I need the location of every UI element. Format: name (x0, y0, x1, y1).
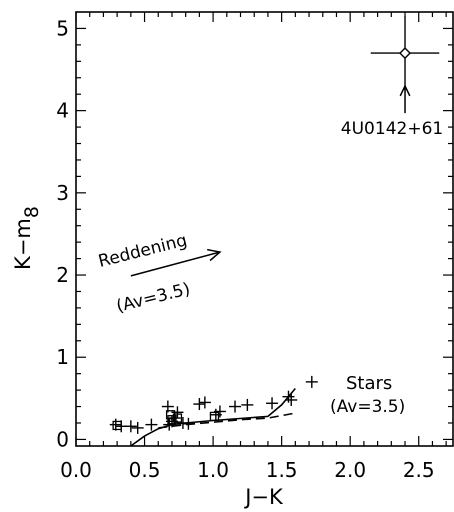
stars-label: Stars (346, 373, 392, 394)
source-arrow (399, 84, 411, 114)
x-tick-labels: 0.0 0.5 1.0 1.5 2.0 2.5 (60, 458, 435, 482)
axis-ticks (75, 12, 453, 446)
plus-marker (282, 390, 295, 403)
y-axis-label-subscript: 8 (21, 206, 43, 218)
x-tick-label: 1.0 (197, 458, 229, 482)
plus-marker (198, 396, 211, 409)
x-axis-label: J−K (243, 485, 284, 509)
arrows (130, 84, 411, 277)
plus-marker (305, 375, 318, 388)
plus-marker (266, 397, 279, 410)
source-marker (399, 47, 412, 60)
reddening-text: Reddening (96, 231, 189, 272)
x-tick-label: 2.5 (403, 458, 435, 482)
plus-markers (109, 375, 318, 434)
x-tick-label: 0.5 (129, 458, 161, 482)
y-axis-label-main: K−m (11, 218, 35, 270)
plus-marker (229, 400, 242, 413)
plus-marker (163, 418, 176, 431)
square-marker (209, 411, 220, 422)
y-tick-label: 0 (56, 427, 69, 451)
dashed-model-line (158, 412, 296, 429)
y-tick-labels: 0 1 2 3 4 5 (56, 16, 69, 451)
square-marker (172, 413, 183, 423)
stars-av-label: (Av=3.5) (330, 397, 405, 417)
y-tick-label: 3 (56, 181, 69, 205)
plus-marker (182, 417, 195, 430)
reddening-arrow (130, 248, 222, 277)
plus-marker (193, 398, 206, 411)
y-tick-label: 5 (56, 16, 69, 40)
plus-marker (176, 416, 189, 429)
svg-text:K−m8: K−m8 (11, 206, 43, 270)
y-tick-label: 1 (56, 345, 69, 369)
reddening-label: Reddening (96, 231, 189, 272)
plus-marker (171, 406, 184, 419)
plus-marker (241, 398, 254, 411)
square-marker (112, 420, 122, 431)
y-tick-label: 4 (56, 99, 69, 123)
plus-marker (109, 418, 122, 431)
plus-marker (124, 420, 137, 433)
reddening-av-text: (Av=3.5) (114, 279, 192, 317)
square-marker (167, 415, 177, 425)
source-point (370, 16, 440, 91)
y-axis-label: K−m8 (11, 206, 43, 270)
x-tick-label: 1.5 (266, 458, 298, 482)
x-tick-label: 0.0 (60, 458, 92, 482)
plus-marker (131, 421, 144, 434)
y-tick-label: 2 (56, 263, 69, 287)
source-label: 4U0142+61 (341, 119, 443, 139)
x-tick-label: 2.0 (334, 458, 366, 482)
plot-frame (75, 11, 454, 447)
square-marker (165, 410, 176, 420)
plus-marker (285, 393, 298, 406)
plus-marker (213, 405, 226, 418)
plus-marker (145, 418, 158, 431)
reddening-av-label: (Av=3.5) (114, 279, 192, 317)
square-markers (112, 410, 220, 431)
